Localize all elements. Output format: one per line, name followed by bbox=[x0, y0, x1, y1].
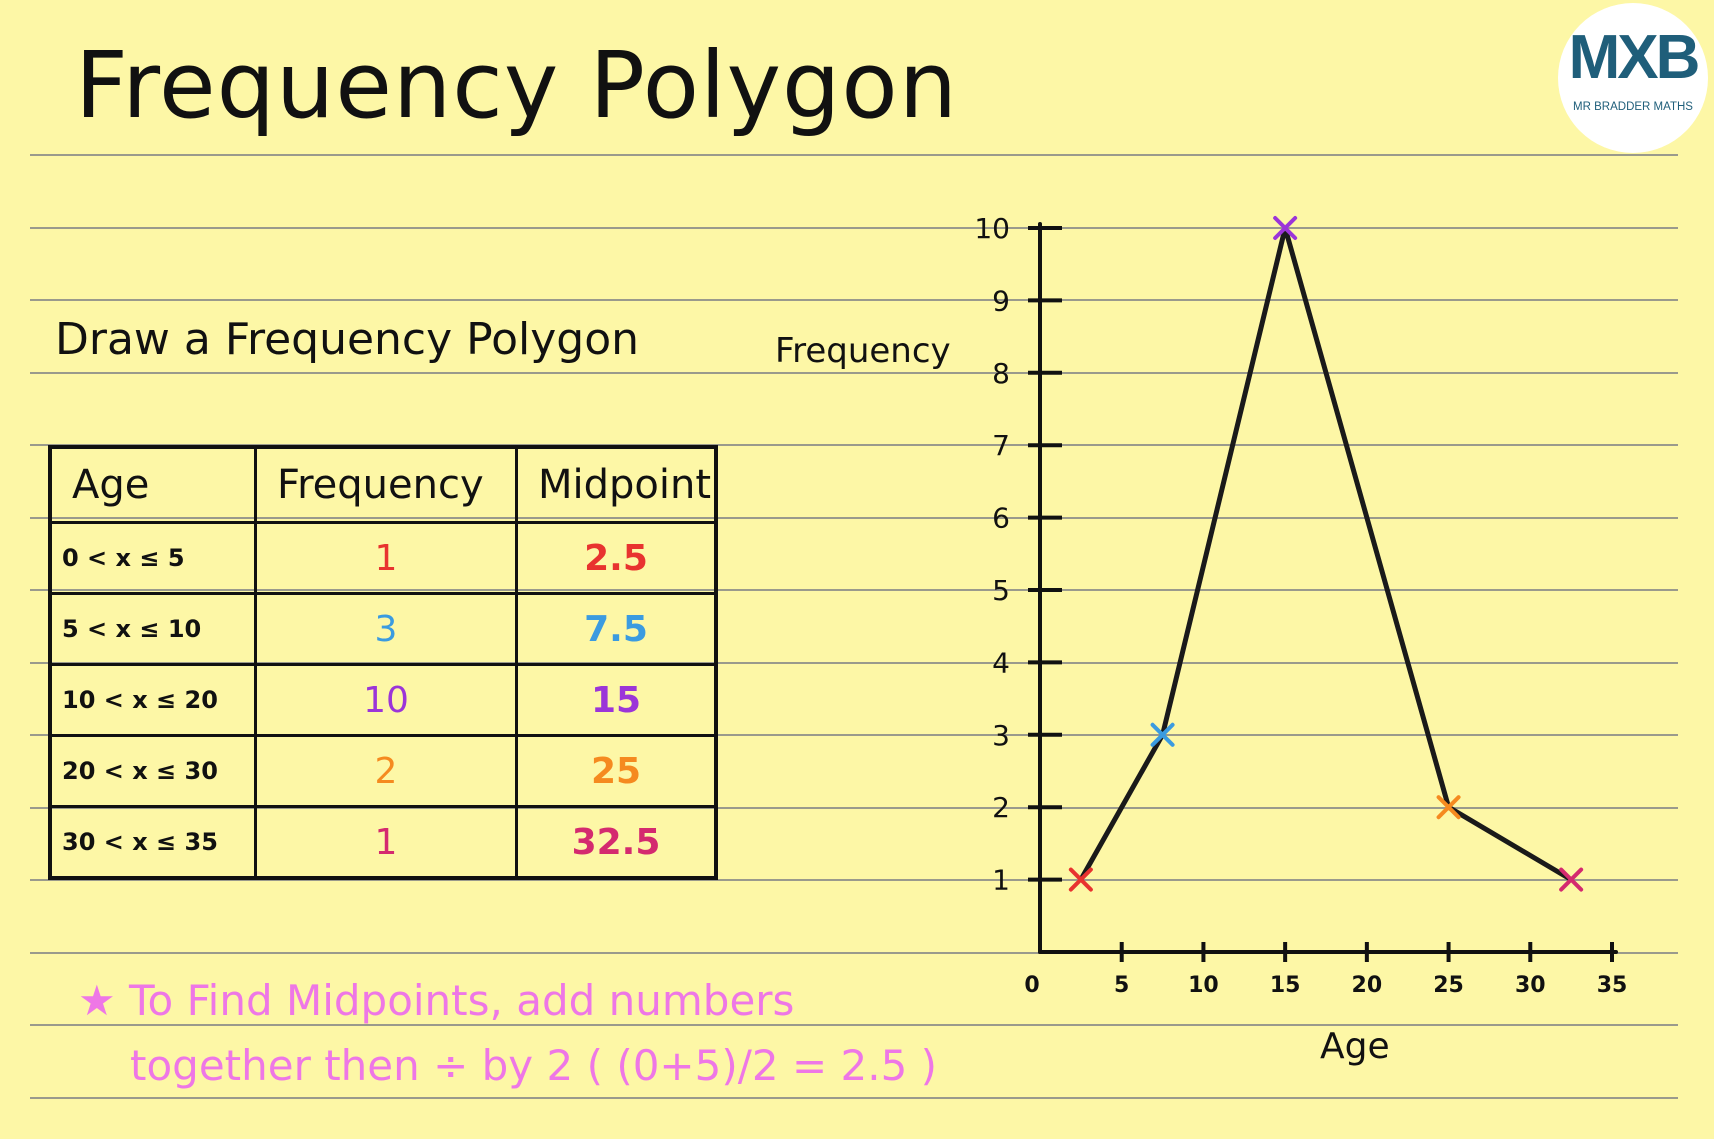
ruled-line bbox=[30, 662, 1678, 664]
y-tick-label: 1 bbox=[992, 864, 1010, 897]
ruled-line bbox=[30, 807, 1678, 809]
table-row: 0 < x ≤ 5 1 2.5 bbox=[48, 521, 718, 595]
logo-mark: MXB bbox=[1568, 23, 1701, 92]
ruled-line bbox=[30, 589, 1678, 591]
x-tick-label: 20 bbox=[1352, 973, 1383, 998]
logo-name: MR BRADDER MATHS bbox=[1573, 101, 1693, 113]
y-tick-label: 5 bbox=[992, 574, 1010, 607]
ruled-line bbox=[30, 299, 1678, 301]
midpoint-cell: 7.5 bbox=[515, 592, 718, 666]
y-tick-label: 7 bbox=[992, 429, 1010, 462]
frequency-cell: 1 bbox=[254, 805, 518, 880]
data-point-marker bbox=[1068, 867, 1093, 892]
x-tick-label: 0 bbox=[1024, 973, 1039, 998]
ruled-line bbox=[30, 154, 1678, 156]
tip-line-2: together then ÷ by 2 ( (0+5)/2 = 2.5 ) bbox=[130, 1041, 938, 1091]
ruled-line bbox=[30, 734, 1678, 736]
table-row: 10 < x ≤ 20 10 15 bbox=[48, 663, 718, 737]
polygon-line bbox=[1078, 225, 1573, 882]
y-tick-label: 2 bbox=[992, 791, 1010, 824]
ruled-line bbox=[30, 444, 1678, 446]
x-tick-label: 35 bbox=[1597, 973, 1628, 998]
table-header-row: Age Frequency Midpoint bbox=[48, 445, 718, 524]
instruction-text: Draw a Frequency Polygon bbox=[55, 314, 640, 365]
y-tick-label: 4 bbox=[992, 646, 1010, 679]
header-midpoint: Midpoint bbox=[515, 445, 718, 524]
age-cell: 20 < x ≤ 30 bbox=[48, 734, 257, 808]
table-row: 20 < x ≤ 30 2 25 bbox=[48, 734, 718, 808]
age-cell: 30 < x ≤ 35 bbox=[48, 805, 257, 880]
frequency-table: Age Frequency Midpoint 0 < x ≤ 5 1 2.5 5… bbox=[48, 445, 718, 880]
age-cell: 0 < x ≤ 5 bbox=[48, 521, 257, 595]
ruled-line bbox=[30, 227, 1678, 229]
midpoint-tip: ★ To Find Midpoints, add numbers togethe… bbox=[78, 968, 937, 1098]
age-cell: 5 < x ≤ 10 bbox=[48, 592, 257, 666]
data-point-marker bbox=[1273, 216, 1298, 240]
frequency-cell: 1 bbox=[254, 521, 518, 595]
data-point-marker bbox=[1150, 722, 1175, 747]
midpoint-cell: 15 bbox=[515, 663, 718, 737]
ruled-line bbox=[30, 372, 1678, 374]
frequency-cell: 10 bbox=[254, 663, 518, 737]
frequency-cell: 2 bbox=[254, 734, 518, 808]
data-point-marker bbox=[1559, 867, 1584, 892]
logo: MXB MR BRADDER MATHS bbox=[1558, 3, 1708, 153]
data-point-marker bbox=[1436, 795, 1461, 820]
x-axis-label: Age bbox=[1320, 1026, 1390, 1067]
header-age: Age bbox=[48, 445, 257, 524]
y-tick-label: 3 bbox=[992, 719, 1010, 752]
ruled-line bbox=[30, 1024, 1678, 1026]
y-tick-label: 8 bbox=[992, 357, 1010, 390]
y-axis-label: Frequency bbox=[775, 331, 951, 371]
ruled-line bbox=[30, 952, 1678, 954]
x-tick-label: 30 bbox=[1515, 973, 1546, 998]
tip-line-1: ★ To Find Midpoints, add numbers bbox=[78, 976, 795, 1025]
y-tick-label: 9 bbox=[992, 284, 1010, 317]
midpoint-cell: 25 bbox=[515, 734, 718, 808]
table-row: 30 < x ≤ 35 1 32.5 bbox=[48, 805, 718, 880]
ruled-line bbox=[30, 517, 1678, 519]
header-frequency: Frequency bbox=[254, 445, 518, 524]
midpoint-cell: 2.5 bbox=[515, 521, 718, 595]
y-tick-label: 6 bbox=[992, 502, 1010, 535]
frequency-cell: 3 bbox=[254, 592, 518, 666]
x-tick-label: 10 bbox=[1188, 973, 1219, 998]
ruled-line bbox=[30, 879, 1678, 881]
page-title: Frequency Polygon bbox=[75, 32, 959, 139]
ruled-line bbox=[30, 1097, 1678, 1099]
y-tick-label: 10 bbox=[974, 212, 1010, 245]
x-tick-label: 5 bbox=[1114, 973, 1129, 998]
midpoint-cell: 32.5 bbox=[515, 805, 718, 880]
x-tick-label: 25 bbox=[1433, 973, 1464, 998]
x-tick-label: 15 bbox=[1270, 973, 1301, 998]
table-row: 5 < x ≤ 10 3 7.5 bbox=[48, 592, 718, 666]
age-cell: 10 < x ≤ 20 bbox=[48, 663, 257, 737]
